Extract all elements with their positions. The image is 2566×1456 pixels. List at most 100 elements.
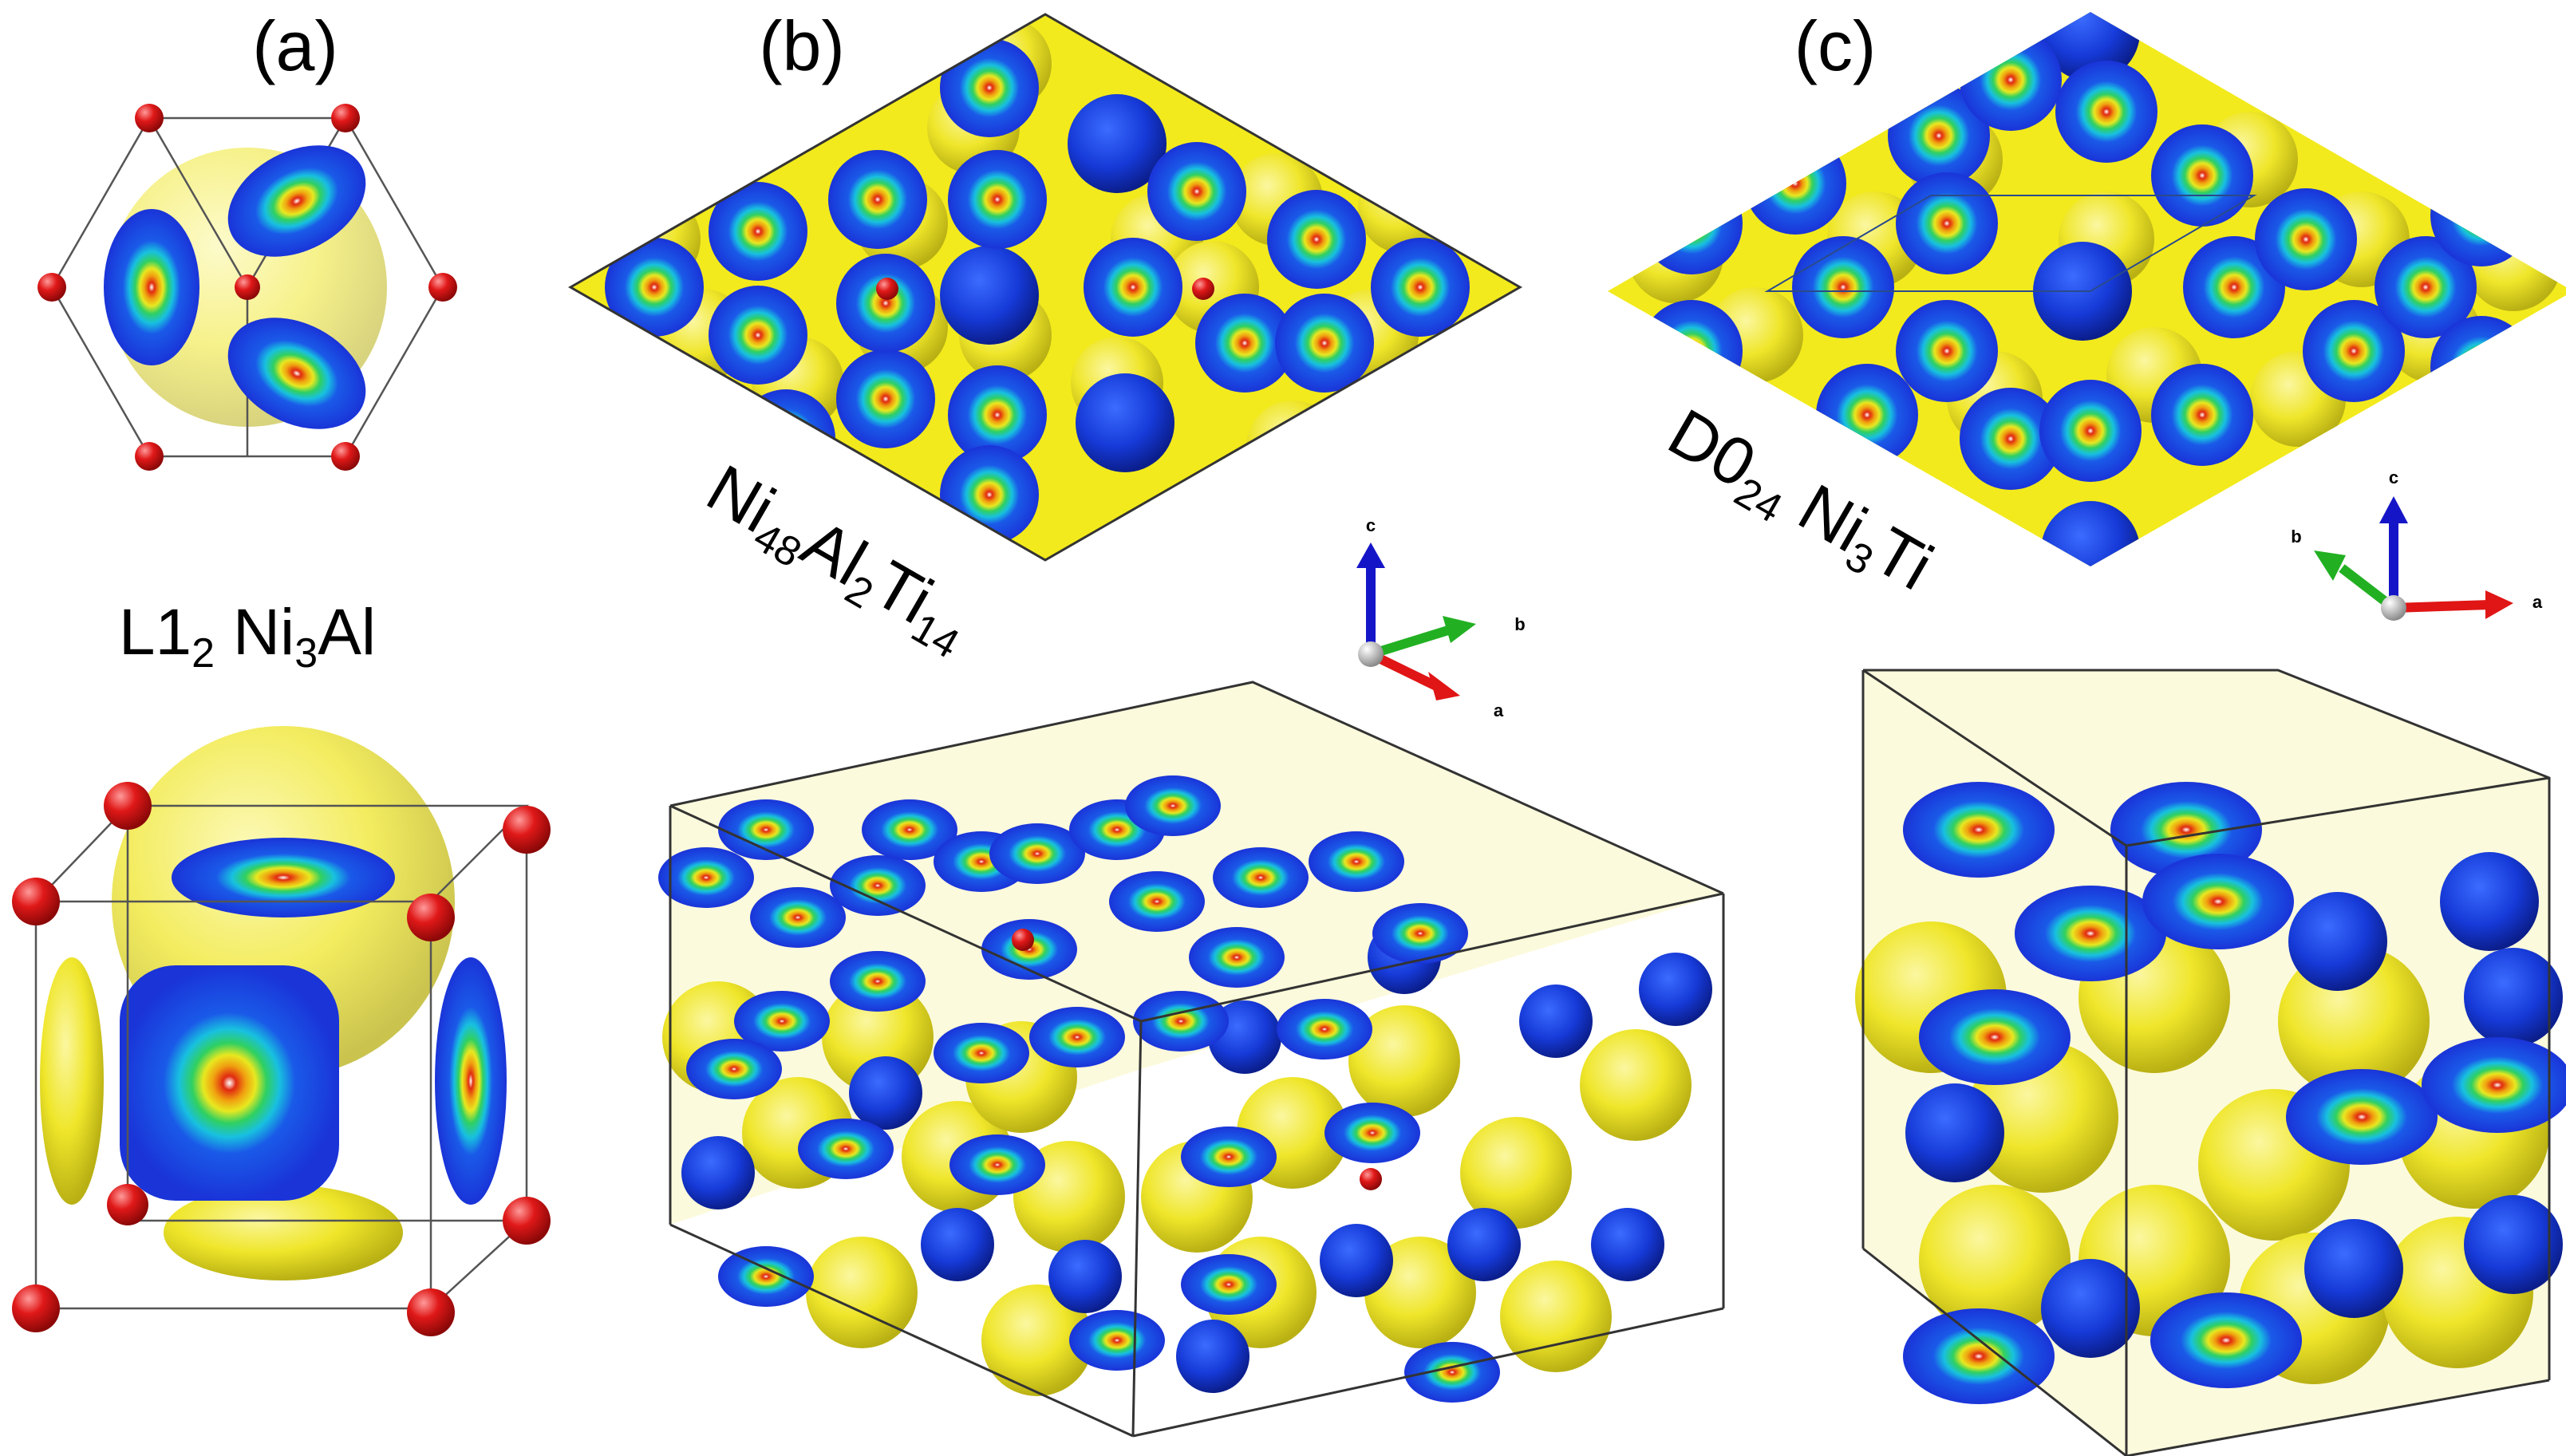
section-disc-icon xyxy=(1181,1254,1277,1315)
section-disc-icon xyxy=(1903,782,2055,878)
section-disc-icon xyxy=(104,209,199,365)
section-disc-icon xyxy=(1896,300,1998,402)
yellow-isosurface xyxy=(1500,1261,1612,1372)
blue-isosurface xyxy=(1447,1208,1521,1281)
panel-label-b: (b) xyxy=(759,6,845,85)
section-disc-icon xyxy=(1213,847,1309,908)
section-disc-icon xyxy=(605,238,704,337)
blue-isosurface xyxy=(1639,953,1712,1026)
section-disc-icon xyxy=(828,150,927,249)
section-disc-icon xyxy=(2286,1069,2438,1165)
section-disc-icon xyxy=(2150,1292,2302,1388)
blue-isosurface xyxy=(1905,1083,2004,1182)
section-disc-icon xyxy=(1903,1308,2055,1404)
yellow-isosurface xyxy=(1348,1005,1460,1117)
section-disc-icon xyxy=(750,887,846,948)
section-disc-icon xyxy=(830,855,926,916)
yellow-isosurface xyxy=(981,1284,1093,1396)
red-atom-icon xyxy=(876,278,898,300)
blue-isosurface xyxy=(2464,1195,2563,1294)
section-disc-icon xyxy=(1640,172,1743,274)
blue-isosurface xyxy=(2041,12,2140,81)
yellow-isosurface xyxy=(1919,1185,2071,1336)
panel-b-top-view xyxy=(567,13,1523,562)
formula-a: L12 Ni3Al xyxy=(119,596,376,677)
section-disc-icon xyxy=(1960,388,2062,490)
section-disc-icon xyxy=(1195,294,1294,393)
panel-a-top-view xyxy=(38,104,457,471)
section-disc-icon xyxy=(2303,300,2405,402)
section-disc-icon xyxy=(1372,903,1468,964)
section-disc-icon xyxy=(1277,999,1372,1059)
blue-isosurface xyxy=(1176,1320,1249,1393)
blue-isosurface xyxy=(2464,948,2563,1047)
blue-isosurface xyxy=(940,246,1039,345)
red-atom-icon xyxy=(1012,929,1034,951)
blue-isosurface xyxy=(1076,373,1174,472)
section-disc-icon xyxy=(2039,380,2142,482)
blue-isosurface xyxy=(2041,1259,2140,1358)
section-disc-icon xyxy=(1896,172,1998,274)
red-atom-icon xyxy=(38,104,457,471)
section-disc-icon xyxy=(1181,1127,1277,1187)
section-disc-icon xyxy=(989,823,1085,884)
section-disc-icon xyxy=(1324,1103,1420,1163)
section-disc-icon xyxy=(120,965,339,1201)
blue-isosurface xyxy=(2440,852,2539,951)
section-disc-icon xyxy=(227,145,366,257)
section-disc-icon xyxy=(2015,886,2166,981)
section-disc-icon xyxy=(2142,854,2294,949)
section-disc-icon xyxy=(2375,236,2477,338)
section-disc-icon xyxy=(1744,132,1846,235)
yellow-isosurface xyxy=(806,1237,918,1348)
section-disc-icon xyxy=(2430,316,2532,418)
panel-a: (a) L12 Ni3Al xyxy=(12,6,551,1336)
section-disc-icon xyxy=(948,365,1047,464)
section-disc-icon xyxy=(1069,1310,1165,1371)
panel-label-c: (c) xyxy=(1794,6,1877,85)
blue-isosurface xyxy=(2041,501,2140,566)
blue-isosurface xyxy=(681,1136,755,1209)
section-disc-icon xyxy=(1309,831,1404,892)
panel-a-cube-view xyxy=(12,726,551,1336)
section-disc-icon xyxy=(934,1023,1029,1083)
section-disc-icon xyxy=(734,991,830,1052)
panel-c: (c) D024 Ni3Ti c b a xyxy=(1608,6,2566,1456)
section-disc-icon xyxy=(227,318,366,429)
blue-isosurface xyxy=(849,1056,922,1130)
svg-text:a: a xyxy=(2532,592,2543,612)
axis-triad-icon: c b a xyxy=(1356,515,1526,720)
section-disc-icon xyxy=(1125,775,1221,836)
section-disc-icon xyxy=(949,1134,1045,1195)
blue-isosurface xyxy=(1320,1224,1393,1297)
panel-b-perspective-view xyxy=(658,681,1725,1438)
section-disc-icon xyxy=(836,349,935,448)
section-disc-icon xyxy=(2151,124,2253,227)
svg-text:a: a xyxy=(1494,700,1504,720)
red-atom-icon xyxy=(1192,278,1214,300)
yellow-isosurface xyxy=(1580,1029,1692,1141)
section-disc-icon xyxy=(1919,989,2071,1085)
section-disc-icon xyxy=(2110,782,2262,878)
blue-isosurface xyxy=(921,1208,994,1281)
section-disc-icon xyxy=(2183,236,2285,338)
section-disc-icon xyxy=(686,1039,782,1099)
section-disc-icon xyxy=(709,286,807,385)
section-disc-icon xyxy=(1147,142,1246,241)
blue-isosurface xyxy=(1591,1208,1664,1281)
panel-label-a: (a) xyxy=(252,6,338,85)
section-disc-icon xyxy=(718,1246,814,1307)
section-disc-icon xyxy=(1404,1342,1500,1403)
section-disc-icon xyxy=(948,150,1047,249)
section-disc-icon xyxy=(2255,188,2357,290)
section-disc-icon xyxy=(658,847,754,908)
section-disc-icon xyxy=(2055,61,2157,163)
section-disc-icon xyxy=(172,838,395,917)
section-disc-icon xyxy=(1275,294,1374,393)
section-disc-icon xyxy=(1960,29,2062,131)
section-disc-icon xyxy=(798,1119,894,1179)
red-atom-icon xyxy=(12,782,551,1336)
section-disc-icon xyxy=(981,919,1077,980)
section-disc-icon xyxy=(2151,364,2253,466)
